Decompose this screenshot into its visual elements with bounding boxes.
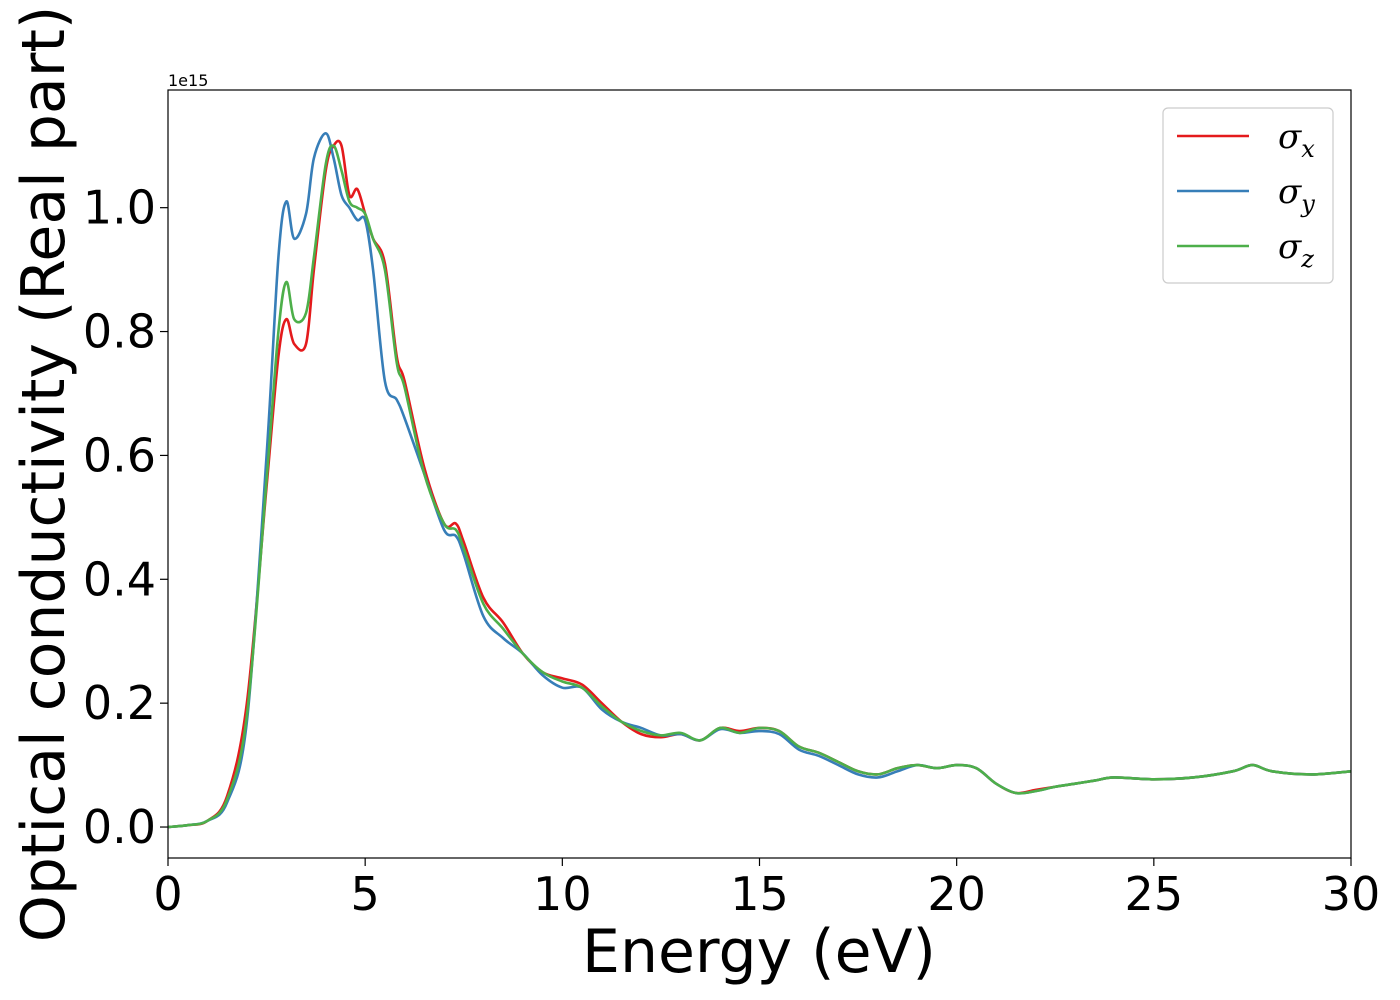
x-axis-label: Energy (eV) bbox=[582, 917, 936, 987]
x-tick-label: 5 bbox=[351, 867, 380, 921]
x-tick-label: 0 bbox=[153, 867, 182, 921]
x-tick-label: 25 bbox=[1125, 867, 1184, 921]
x-tick-label: 30 bbox=[1322, 867, 1381, 921]
y-tick-label: 0.4 bbox=[83, 552, 156, 606]
legend-frame bbox=[1162, 107, 1334, 284]
x-axis-ticks: 0 5 10 15 20 25 30 bbox=[153, 858, 1380, 921]
legend: σx σy σz bbox=[1162, 107, 1334, 284]
legend-label-sigma-z: σz bbox=[1278, 227, 1314, 273]
x-tick-label: 20 bbox=[927, 867, 986, 921]
y-tick-label: 0.6 bbox=[83, 428, 156, 482]
x-tick-label: 15 bbox=[730, 867, 789, 921]
y-offset-label: 1e15 bbox=[168, 71, 208, 90]
series-layer bbox=[168, 132, 1351, 829]
y-tick-label: 0.8 bbox=[83, 305, 156, 359]
y-tick-label: 1.0 bbox=[83, 181, 156, 235]
y-axis-ticks: 0.0 0.2 0.4 0.6 0.8 1.0 bbox=[83, 181, 168, 854]
legend-label-sigma-x: σx bbox=[1278, 117, 1315, 163]
y-tick-label: 0.0 bbox=[83, 800, 156, 854]
legend-label-sigma-y: σy bbox=[1278, 172, 1315, 218]
x-tick-label: 10 bbox=[533, 867, 592, 921]
y-axis-label: Optical conductivity (Real part) bbox=[9, 6, 79, 943]
y-tick-label: 0.2 bbox=[83, 676, 156, 730]
series-line-sigma-z bbox=[168, 144, 1351, 829]
